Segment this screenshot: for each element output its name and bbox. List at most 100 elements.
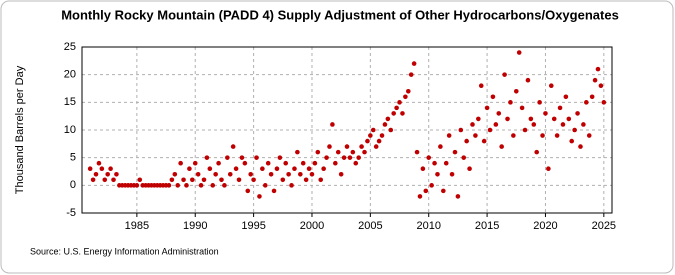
point [222,183,227,188]
point [303,177,309,183]
point [589,94,595,100]
point [181,177,186,183]
point [487,127,493,133]
point [403,94,408,100]
x-tick-label: 2025 [592,220,616,232]
point [493,122,499,127]
point [204,155,210,160]
point [286,171,291,177]
point [210,183,216,188]
point [417,194,423,199]
point [87,166,93,172]
point [478,83,484,89]
point [198,183,204,188]
point [537,100,542,105]
point [551,116,557,122]
point [592,77,598,83]
point [90,177,96,183]
point [508,100,513,105]
point [195,171,201,177]
point [519,105,525,111]
point [227,171,233,177]
point [102,177,108,183]
point [265,160,271,166]
point [385,116,391,122]
x-tick-label: 2005 [358,220,382,232]
point [441,188,446,194]
y-tick-label: 0 [70,179,76,191]
y-tick-label: 15 [64,96,76,108]
point [391,111,396,116]
point [595,66,601,72]
point [598,83,604,89]
point [300,160,306,166]
point [528,116,534,122]
x-tick-label: 2015 [475,220,499,232]
point [350,149,356,155]
point [543,111,548,116]
point [376,138,382,144]
point [309,171,315,177]
point [271,188,277,194]
point [114,171,119,177]
point [230,144,236,149]
x-tick-label: 1990 [183,220,207,232]
point [184,183,189,188]
point [476,116,481,122]
point [111,177,116,183]
point [511,133,516,138]
point [525,77,531,83]
point [429,183,434,188]
point [458,127,464,133]
x-tick-label: 1995 [241,220,265,232]
point [93,171,99,177]
point [484,105,490,111]
point [251,177,256,183]
point [586,133,592,138]
point [277,155,283,160]
point [356,155,361,160]
point [464,138,469,144]
point [388,127,394,133]
point [446,133,452,138]
point [292,166,297,172]
point [268,171,274,177]
point [169,177,175,183]
point [379,133,385,138]
point [452,149,458,155]
point [257,194,262,199]
point [192,160,198,166]
point [219,177,224,183]
point [335,149,341,155]
point [254,155,259,160]
point [233,166,239,172]
point [601,100,607,105]
point [414,149,420,155]
point [368,133,373,138]
point [318,177,324,183]
point [330,122,335,127]
source: Source: U.S. Energy Information Administ… [30,246,219,256]
point [554,133,560,138]
point [560,122,566,127]
point [522,127,528,133]
point [373,144,379,149]
point [405,88,411,94]
point [236,177,242,183]
point [467,166,472,172]
point [190,177,195,183]
point [432,160,437,166]
point [344,144,350,149]
point [581,122,586,127]
y-axis-label: Thousand Barrels per Day [14,65,26,194]
point [563,94,569,100]
plot-area [81,46,613,214]
point [245,188,251,194]
point [566,116,572,122]
point [569,138,575,144]
point [461,155,467,160]
point [365,138,370,144]
point [283,160,289,166]
